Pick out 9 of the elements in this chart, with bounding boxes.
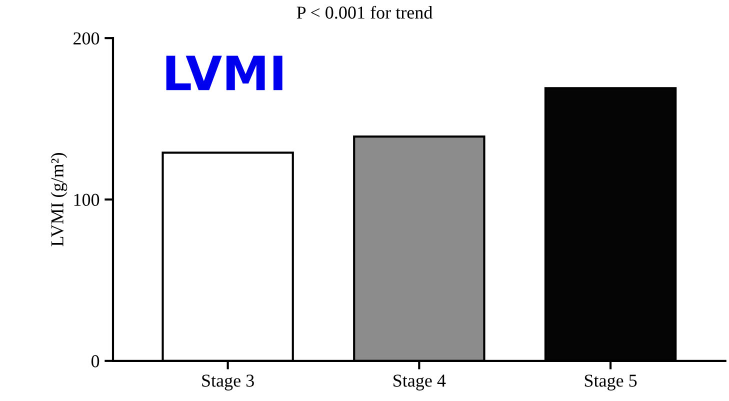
y-tick-label: 100 (74, 194, 100, 206)
x-tick-label: Stage 4 (394, 374, 446, 390)
y-tick-label: 0 (91, 355, 100, 368)
chart-title: LVMI (166, 56, 282, 90)
y-axis-title: LVMI (g/m²) (50, 153, 68, 246)
x-tick-label: Stage 3 (202, 374, 254, 390)
x-tick-label: Stage 5 (584, 374, 637, 390)
y-tick-label: 200 (74, 32, 100, 45)
text: P < 0.001 for trend (296, 6, 432, 19)
